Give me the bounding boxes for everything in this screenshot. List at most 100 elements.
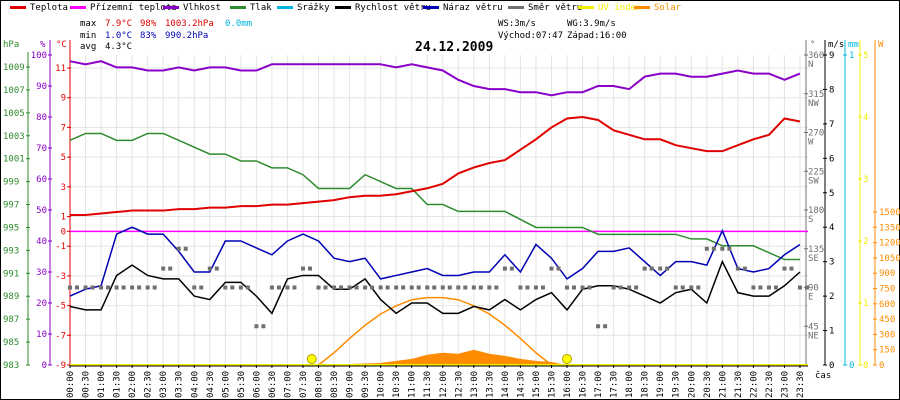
direction-tick-label: 270: [808, 129, 824, 139]
legend-item: Přízemní teplota: [70, 3, 177, 13]
wind-direction-point: [339, 285, 344, 290]
humidity-tick-label: 80: [36, 113, 47, 123]
humidity-tick-label: 20: [36, 299, 47, 309]
wind-tick-label: 7: [829, 120, 834, 130]
humidity-line: [69, 60, 801, 97]
stat-avg-label: avg: [80, 42, 97, 52]
legend-swatch: [163, 6, 179, 9]
wind-direction-point: [805, 285, 809, 290]
pressure-tick-label: 1005: [3, 109, 25, 119]
pressure-tick-label: 995: [3, 223, 19, 233]
x-tick-label: 18:00: [625, 371, 635, 398]
wind-tick-label: 6: [829, 154, 834, 164]
pressure-tick-label: 985: [3, 338, 19, 348]
solar-area: [70, 349, 800, 365]
x-tick-label: 09:30: [361, 371, 371, 398]
wind-direction-point: [742, 266, 747, 271]
x-tick-label: 18:30: [641, 371, 651, 398]
pressure-tick-label: 1009: [3, 63, 25, 73]
stat-wg: WG:3.9m/s: [567, 19, 616, 29]
solar-tick-label: 750: [879, 285, 895, 295]
x-tick-label: 22:00: [749, 371, 759, 398]
humidity-tick-label: 50: [36, 206, 47, 216]
wind-direction-point: [634, 285, 639, 290]
x-tick-label: 21:30: [734, 371, 744, 398]
x-tick-label: 15:00: [532, 371, 542, 398]
wind-tick-label: 3: [829, 258, 834, 268]
wind-direction-point: [261, 324, 266, 329]
direction-axis-unit: °: [810, 40, 815, 50]
humidity-tick-label: 30: [36, 268, 47, 278]
wind-direction-point: [83, 285, 88, 290]
wind-direction-point: [401, 285, 406, 290]
pressure-tick-label: 991: [3, 269, 19, 279]
pressure-tick-label: 1007: [3, 86, 25, 96]
wind-direction-point: [323, 285, 328, 290]
x-tick-label: 14:00: [501, 371, 511, 398]
x-tick-label: 05:30: [237, 371, 247, 398]
wind-direction-point: [603, 324, 608, 329]
x-tick-label: 15:30: [547, 371, 557, 398]
legend-label: UV index: [598, 3, 642, 13]
uv-tick-label: 2: [863, 237, 868, 247]
wind-direction-point: [572, 285, 577, 290]
legend-swatch: [230, 6, 246, 9]
wind-direction-point: [416, 285, 421, 290]
legend-item: Solar: [634, 3, 681, 13]
x-tick-label: 17:00: [594, 371, 604, 398]
legend-swatch: [634, 6, 650, 9]
stat-ws: WS:3m/s: [498, 19, 536, 29]
wind-direction-point: [378, 285, 383, 290]
pressure-tick-label: 993: [3, 246, 19, 256]
stat-max-label: max: [80, 19, 97, 29]
humidity-tick-label: 100: [31, 51, 47, 61]
wind-direction-point: [798, 285, 802, 290]
wind-direction-point: [696, 285, 701, 290]
wind-direction-point: [565, 285, 570, 290]
wind-direction-point: [618, 285, 623, 290]
legend-label: Solar: [654, 3, 682, 13]
stat-max-hum: 98%: [140, 19, 157, 29]
x-tick-label: 00:30: [82, 371, 92, 398]
wind-direction-point: [735, 266, 740, 271]
wind-direction-point: [478, 285, 483, 290]
x-tick-label: 20:00: [687, 371, 697, 398]
x-tick-label: 06:30: [268, 371, 278, 398]
wind-tick-label: 0: [829, 361, 834, 371]
legend-swatch: [277, 6, 293, 9]
stat-max-press: 1003.2hPa: [165, 19, 214, 29]
x-tick-label: 07:00: [283, 371, 293, 398]
x-tick-label: 07:30: [299, 371, 309, 398]
wind-direction-point: [689, 285, 694, 290]
solar-tick-label: 0: [879, 361, 884, 371]
wind-direction-point: [161, 266, 166, 271]
wind-direction-point: [130, 285, 135, 290]
stat-max-rain: 0.0mm: [225, 19, 253, 29]
wind-direction-point: [214, 266, 219, 271]
x-tick-label: 21:00: [718, 371, 728, 398]
temperature-tick-label: 11: [55, 64, 66, 74]
wind-direction-point: [183, 246, 188, 251]
solar-max-line: [318, 296, 552, 366]
wind-direction-point: [168, 266, 173, 271]
sunset-marker: [562, 354, 573, 364]
wind-tick-label: 1: [829, 327, 834, 337]
humidity-tick-label: 40: [36, 237, 47, 247]
legend-swatch: [335, 6, 351, 9]
wind-direction-point: [230, 285, 235, 290]
solar-tick-label: 1050: [879, 254, 900, 264]
wind-direction-point: [556, 266, 561, 271]
stat-sunset: Západ:16:00: [567, 31, 627, 41]
stat-max-temp: 7.9°C: [105, 19, 133, 29]
temperature-tick-label: 5: [61, 153, 66, 163]
solar-tick-label: 900: [879, 269, 895, 279]
x-tick-label: 08:00: [315, 371, 325, 398]
wind-direction-point: [509, 266, 514, 271]
temperature-tick-label: 3: [61, 183, 66, 193]
x-tick-label: 01:30: [113, 371, 123, 398]
x-tick-label: 14:30: [516, 371, 526, 398]
x-tick-label: 12:00: [439, 371, 449, 398]
stat-min-label: min: [80, 31, 97, 41]
